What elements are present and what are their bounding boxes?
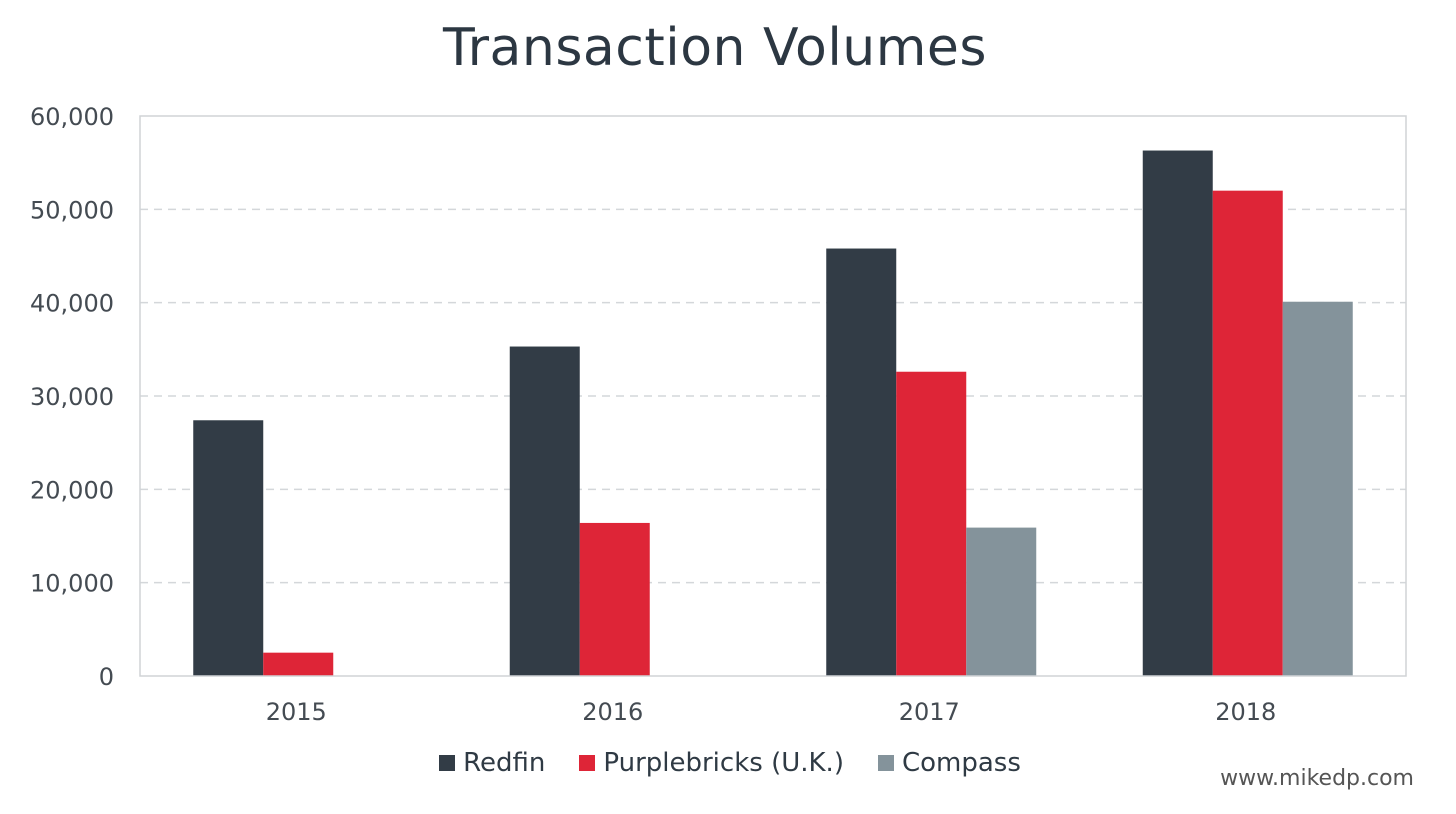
x-tick-label: 2016 (582, 698, 643, 726)
y-tick-label: 10,000 (30, 570, 114, 598)
chart-title: Transaction Volumes (443, 18, 987, 78)
y-tick-label: 20,000 (30, 476, 114, 504)
legend-label-purplebricks: Purplebricks (U.K.) (603, 748, 844, 778)
plot-frame (139, 115, 1407, 677)
legend: Redfin Purplebricks (U.K.) Compass (0, 748, 1456, 778)
bar-redfin-2018 (1142, 150, 1213, 677)
x-tick-label: 2018 (1215, 698, 1276, 726)
bar-compass-2017 (966, 527, 1037, 676)
legend-swatch-compass (877, 755, 894, 771)
bar-redfin-2016 (509, 346, 580, 676)
y-tick-label: 30,000 (30, 383, 114, 411)
y-tick-label: 50,000 (30, 196, 114, 224)
watermark: www.mikedp.com (1220, 766, 1414, 791)
bar-redfin-2017 (826, 248, 897, 677)
legend-label-redfin: Redfin (463, 748, 546, 778)
x-tick-label: 2015 (266, 698, 327, 726)
x-tick-label: 2017 (899, 698, 960, 726)
legend-item-compass: Compass (877, 748, 1021, 778)
legend-item-redfin: Redfin (439, 748, 545, 778)
legend-swatch-purplebricks (579, 755, 596, 771)
y-tick-label: 60,000 (30, 103, 114, 131)
legend-item-purplebricks: Purplebricks (U.K.) (579, 748, 844, 778)
bar-purplebricks-u-k-2017 (896, 371, 967, 676)
bar-purplebricks-u-k-2015 (263, 652, 334, 676)
bar-purplebricks-u-k-2018 (1212, 190, 1283, 676)
legend-label-compass: Compass (901, 748, 1021, 778)
bar-compass-2018 (1282, 301, 1353, 676)
bar-purplebricks-u-k-2016 (579, 522, 650, 676)
bars (193, 150, 1353, 677)
legend-swatch-redfin (439, 755, 456, 771)
y-tick-label: 40,000 (30, 290, 114, 318)
axes: 0 10,000 20,000 30,000 40,000 50,000 60,000 201… (30, 103, 1407, 726)
bar-redfin-2015 (193, 420, 264, 676)
y-tick-label: 0 (99, 663, 114, 691)
